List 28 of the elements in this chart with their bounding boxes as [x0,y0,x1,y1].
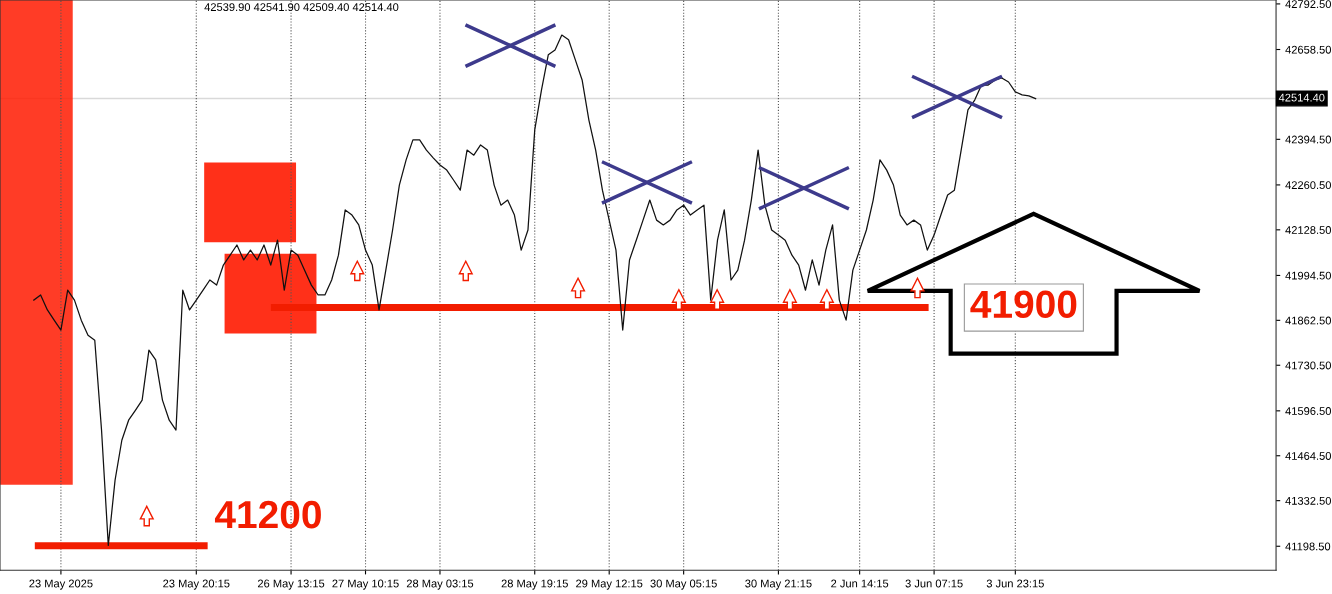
x-tick-label: 30 May 05:15 [650,579,717,590]
y-tick-label: 42128.50 [1285,226,1331,234]
x-tick-label: 3 Jun 23:15 [986,579,1044,588]
y-tick-label: 42792.50 [1285,0,1331,9]
x-tick-label: 23 May 20:15 [163,579,230,590]
x-tick-label: 2 Jun 14:15 [831,579,889,588]
ref-line-label: 42514.40 [1278,93,1325,102]
x-tick-label: 28 May 19:15 [501,579,568,590]
y-tick-label: 42394.50 [1285,135,1331,144]
x-tick-label: 30 May 21:15 [745,579,812,590]
y-tick-label: 41464.50 [1285,452,1331,460]
x-tick-label: 26 May 13:15 [257,579,325,590]
y-tick-label: 42260.50 [1285,181,1331,190]
x-tick-label: 27 May 10:15 [332,579,399,590]
y-tick-label: 42658.50 [1285,45,1331,54]
ref-line-label: 41200 [214,500,321,529]
y-tick-label: 41994.50 [1285,271,1331,280]
y-tick-label: 41198.50 [1285,542,1331,551]
x-tick-label: 3 Jun 07:15 [905,579,963,588]
annotation: 42539.90 42541.90 42509.40 42514.40 [204,3,399,12]
y-tick-label: 41332.50 [1285,496,1331,505]
y-tick-label: 41596.50 [1285,407,1331,415]
y-tick-label: 41862.50 [1285,316,1331,325]
ref-line-label: 41900 [970,290,1077,319]
y-tick-label: 41730.50 [1285,361,1331,370]
x-tick-label: 29 May 12:15 [576,579,643,590]
x-tick-label: 23 May 2025 [29,579,93,590]
x-tick-label: 28 May 03:15 [406,579,474,590]
